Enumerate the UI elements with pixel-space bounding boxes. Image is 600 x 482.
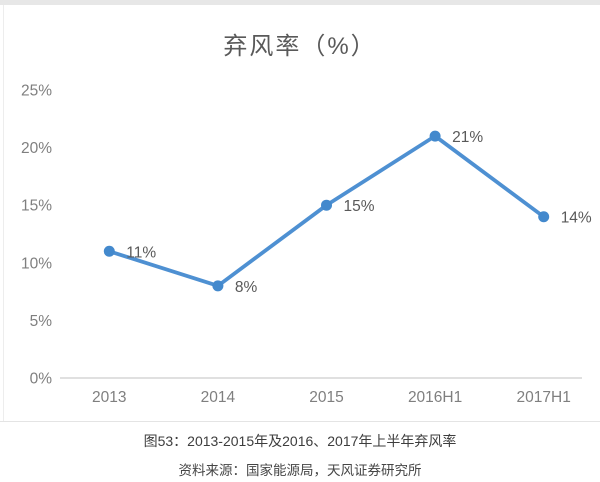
y-axis-tick-label: 5% (30, 313, 53, 330)
data-point (321, 199, 332, 211)
y-axis-tick-label: 15% (21, 198, 52, 215)
figure-source: 资料来源：国家能源局，天风证券研究所 (178, 463, 422, 478)
bottom-divider (0, 421, 600, 422)
data-point (538, 211, 550, 223)
data-point (103, 245, 115, 257)
data-point-label: 21% (452, 129, 483, 146)
series-line (107, 134, 546, 288)
x-axis-tick-label: 2017H1 (517, 389, 571, 406)
data-point-label: 8% (235, 279, 258, 296)
chart-title: 弃风率（%） (223, 33, 377, 60)
data-point (429, 130, 441, 142)
x-axis-tick-label: 2013 (92, 389, 126, 406)
figure-caption: 图53：2013-2015年及2016、2017年上半年弃风率 (143, 433, 457, 449)
data-point-label: 15% (344, 198, 375, 215)
card-left-border (3, 5, 4, 422)
y-axis-tick-label: 0% (30, 371, 53, 388)
y-axis-tick-label: 10% (21, 255, 52, 272)
x-axis-tick-label: 2016H1 (408, 389, 462, 406)
x-axis-tick-label: 2014 (201, 389, 236, 406)
line-chart: 25% 20% 15% 10% 5% 0% 2013 2014 2015 2016H1 2017H1… (21, 83, 592, 407)
top-divider (0, 0, 600, 5)
y-axis-tick-label: 20% (21, 140, 52, 157)
y-axis-tick-label: 25% (21, 83, 52, 100)
x-axis-tick-label: 2015 (309, 389, 343, 406)
data-point-label: 14% (561, 210, 592, 227)
data-point-label: 11% (126, 244, 156, 261)
data-point (212, 280, 224, 292)
